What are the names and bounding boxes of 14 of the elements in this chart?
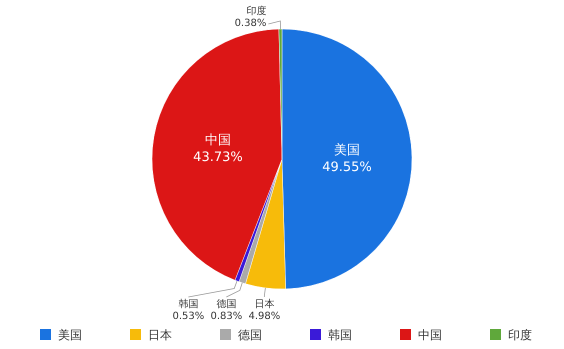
slice-label: 日本 xyxy=(254,298,274,310)
data-label: 4.98% xyxy=(248,311,280,322)
data-label: 0.53% xyxy=(172,311,204,322)
slice-label: 德国 xyxy=(216,299,236,310)
slice-label: 印度 xyxy=(246,5,266,17)
slice-label: 韩国 xyxy=(178,298,198,310)
legend-label: 德国 xyxy=(238,328,262,342)
legend-label: 韩国 xyxy=(328,328,352,342)
legend-label: 日本 xyxy=(148,328,172,342)
legend-label: 中国 xyxy=(418,328,442,342)
legend-label: 印度 xyxy=(508,328,532,342)
legend-label: 美国 xyxy=(58,328,82,342)
data-label: 0.83% xyxy=(210,311,242,322)
data-label: 0.38% xyxy=(234,18,266,29)
